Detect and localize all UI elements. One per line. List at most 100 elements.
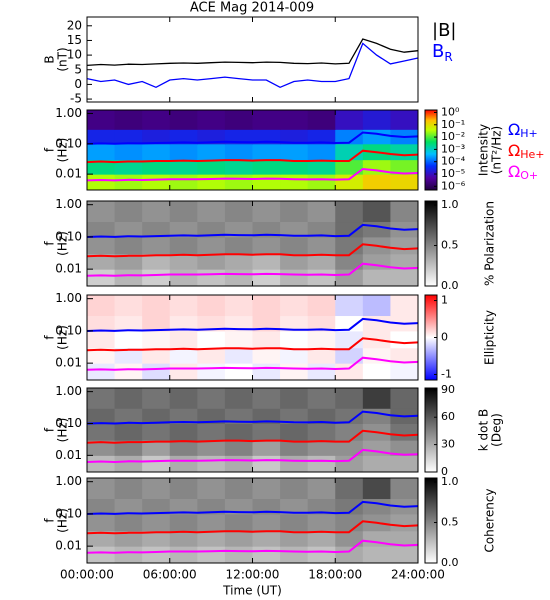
heatmap-cell: [87, 253, 116, 270]
heatmap-cell: [335, 221, 364, 238]
heatmap-cell: [307, 315, 336, 332]
heatmap-cell: [362, 221, 391, 238]
heatmap-cell: [87, 423, 116, 441]
heatmap-cell: [169, 201, 198, 223]
legend-name: Ω: [508, 141, 520, 160]
heatmap-cell: [224, 408, 253, 424]
heatmap-cell: [280, 513, 309, 532]
heatmap-cell: [280, 201, 309, 223]
heatmap-cell: [224, 129, 253, 145]
heatmap-cell: [142, 236, 171, 255]
heatmap-cell: [142, 174, 171, 191]
heatmap-cell: [252, 423, 281, 441]
colorbar-label: Coherency: [483, 488, 497, 552]
heatmap-cell: [280, 143, 309, 161]
heatmap-cell: [197, 174, 226, 191]
heatmap-cell: [197, 315, 226, 332]
heatmap-cell: [307, 347, 336, 364]
heatmap-cell: [224, 269, 253, 287]
heatmap-cell: [252, 269, 281, 287]
heatmap-cell: [252, 388, 281, 409]
heatmap-cell: [114, 143, 143, 161]
colorbar-tick-label: 10⁻⁴: [441, 155, 466, 168]
y-axis-label: f: [43, 427, 57, 432]
y-axis-label: f: [43, 147, 57, 152]
legend-name: Ω: [508, 162, 520, 181]
heatmap-cell: [224, 315, 253, 332]
heatmap-cell: [169, 388, 198, 409]
heatmap-cell: [224, 363, 253, 381]
heatmap-cell: [142, 201, 171, 223]
y-tick-label: 20: [67, 18, 82, 32]
heatmap-cell: [169, 530, 198, 547]
heatmap-cell: [114, 236, 143, 255]
heatmap-cell: [169, 159, 198, 175]
heatmap-cell: [169, 236, 198, 255]
heatmap-cell: [197, 201, 226, 223]
heatmap-cell: [142, 221, 171, 238]
heatmap-cell: [390, 159, 419, 175]
gyrofrequency-line: [86, 500, 419, 515]
heatmap-cell: [280, 221, 309, 238]
heatmap-cell: [307, 455, 336, 473]
heatmap-cell: [114, 315, 143, 332]
heatmap-cell: [390, 455, 419, 473]
heatmap-cell: [169, 498, 198, 515]
heatmap-cell: [280, 530, 309, 547]
heatmap-cell: [390, 347, 419, 364]
heatmap-cell: [197, 546, 226, 564]
heatmap-cell: [252, 478, 281, 500]
heatmap-cell: [390, 110, 419, 130]
gyrofrequency-line: [86, 167, 419, 182]
gyrofrequency-line: [86, 337, 419, 352]
heatmap-cell: [114, 269, 143, 287]
heatmap-cell: [362, 455, 391, 473]
heatmap-cell: [197, 143, 226, 161]
y-axis-label: (Hz): [56, 325, 70, 350]
heatmap-cell: [252, 330, 281, 349]
heatmap-cell: [307, 330, 336, 349]
y-tick-label: 0.01: [55, 356, 82, 370]
heatmap-cell: [224, 201, 253, 223]
heatmap-cell: [114, 388, 143, 409]
heatmap-cell: [114, 530, 143, 547]
heatmap-cell: [142, 269, 171, 287]
heatmap-cell: [362, 110, 391, 130]
heatmap-cell: [252, 513, 281, 532]
heatmap-cell: [362, 201, 391, 223]
heatmap-cell: [169, 221, 198, 238]
heatmap-cell: [197, 221, 226, 238]
heatmap-cell: [224, 498, 253, 515]
heatmap-cell: [87, 110, 116, 130]
heatmap-cell: [197, 253, 226, 270]
heatmap-cell: [87, 143, 116, 161]
heatmap-cell: [280, 269, 309, 287]
heatmap-cell: [280, 423, 309, 441]
heatmap-cell: [307, 221, 336, 238]
heatmap-cell: [307, 253, 336, 270]
heatmap-cell: [280, 236, 309, 255]
heatmap-cell: [114, 498, 143, 515]
heatmap-cell: [169, 455, 198, 473]
heatmap-cell: [114, 423, 143, 441]
x-axis-label: Time (UT): [222, 584, 282, 598]
y-tick-label: 1.00: [55, 474, 82, 488]
heatmap-cell: [87, 315, 116, 332]
heatmap-cell: [390, 440, 419, 456]
heatmap-cell: [142, 295, 171, 317]
heatmap-cell: [169, 174, 198, 191]
heatmap-cell: [252, 440, 281, 456]
legend-entry: BR: [432, 41, 453, 64]
heatmap-cell: [280, 546, 309, 564]
heatmap-cell: [224, 440, 253, 456]
colorbar-tick-label: 1.0: [441, 475, 459, 488]
x-tick-label: 24:00:00: [391, 568, 445, 582]
heatmap-cell: [87, 530, 116, 547]
y-axis-label: B: [43, 55, 57, 63]
heatmap-cell: [87, 498, 116, 515]
heatmap-cell: [280, 347, 309, 364]
heatmap-cell: [87, 546, 116, 564]
legend-name: |B|: [432, 20, 456, 41]
heatmap-cell: [169, 440, 198, 456]
heatmap-cell: [114, 513, 143, 532]
